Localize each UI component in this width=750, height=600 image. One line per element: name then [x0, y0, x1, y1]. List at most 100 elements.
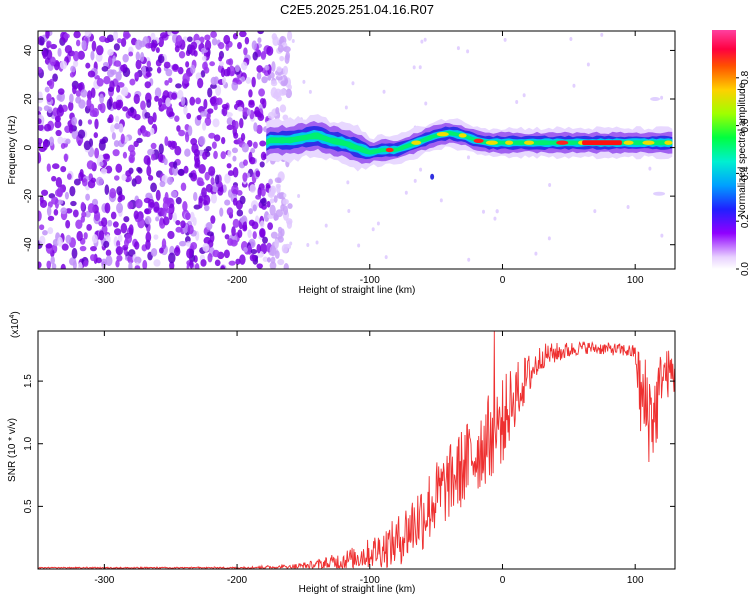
spectrogram-noise-blob [57, 88, 65, 95]
spectrogram-hotspot [473, 138, 484, 143]
spectrogram-noise-blob [262, 256, 269, 262]
colorbar-tick-label: 0.4 [740, 166, 750, 180]
spectrogram-faint-point [466, 155, 470, 160]
spectrogram-noise-blob [196, 114, 202, 121]
spectrogram-noise-blob [239, 31, 247, 38]
spectrogram-noise-blob [212, 118, 220, 128]
spectrogram-noise-blob [249, 156, 256, 165]
spectrogram-noise-blob [86, 90, 93, 101]
snr-x-tick-label: -200 [227, 575, 247, 586]
spectrogram-noise-blob [55, 115, 61, 123]
spectrogram-noise-blob [83, 232, 88, 240]
spectrogram-noise-blob [185, 241, 192, 247]
spectrogram-noise-blob [263, 211, 270, 222]
spectrogram-noise-blob [227, 149, 232, 158]
spectrogram-noise-blob [112, 101, 118, 110]
spectrogram-noise-blob [163, 61, 171, 69]
spectrogram-noise-blob [201, 55, 207, 61]
spectrogram-noise-blob [94, 118, 99, 130]
spectrogram-noise-blob [170, 190, 178, 198]
spectrogram-hotspot [556, 140, 569, 145]
spectrogram-noise-blob [63, 153, 68, 163]
spectrogram-faint-point [600, 32, 604, 37]
spectrogram-noise-blob [217, 42, 225, 50]
spectrogram-noise-blob [280, 80, 288, 87]
spectrogram-noise-blob [71, 116, 78, 126]
spectrogram-noise-blob [106, 98, 112, 110]
spectrogram-noise-blob [155, 47, 160, 54]
spectrogram-noise-blob [68, 257, 77, 266]
spectrogram-noise-blob [204, 34, 211, 41]
spectrogram-noise-blob [75, 96, 82, 104]
spectrogram-faint-point [344, 105, 348, 110]
spectrogram-noise-blob [133, 113, 141, 121]
spectrogram-noise-blob [109, 187, 117, 199]
spectrogram-faint-point [586, 62, 590, 67]
spectrogram-noise-blob [237, 42, 242, 50]
spectrogram-noise-blob [167, 176, 173, 186]
spectrogram-y-tick-label: 20 [23, 93, 34, 105]
spectrogram-noise-blob [90, 254, 96, 262]
spectrogram-noise-blob [222, 76, 227, 86]
spectrogram-noise-blob [168, 111, 175, 117]
snr-x-tick-label: 100 [627, 575, 644, 586]
spectrogram-noise-blob [172, 63, 179, 71]
spectrogram-noise-blob [102, 153, 110, 160]
spectrogram-noise-blob [113, 140, 120, 147]
spectrogram-noise-blob [114, 175, 120, 181]
spectrogram-noise-blob [162, 207, 167, 218]
spectrogram-noise-blob [115, 163, 123, 173]
spectrogram-noise-blob [172, 212, 177, 223]
spectrogram-hotspot [485, 140, 498, 145]
spectrogram-noise-blob [175, 226, 183, 233]
spectrogram-noise-blob [232, 218, 240, 228]
spectrogram-hotspot [505, 140, 514, 145]
spectrogram-noise-blob [87, 179, 96, 189]
spectrogram-noise-blob [134, 256, 142, 264]
spectrogram-faint-point [371, 227, 375, 232]
spectrogram-faint-point [347, 208, 351, 213]
spectrogram-frame [37, 30, 676, 270]
spectrogram-hotspot [664, 140, 673, 145]
colorbar: 0.0 0.2 0.4 0.6 0.8 Normalized spectral ampl… [712, 30, 750, 276]
spectrogram-noise-blob [251, 76, 256, 88]
spectrogram-noise-blob [206, 112, 211, 120]
spectrogram-noise-blob [105, 255, 113, 267]
spectrogram-noise-blob [134, 265, 141, 269]
spectrogram-noise-blob [269, 245, 277, 257]
spectrogram-noise-blob [242, 220, 248, 231]
spectrogram-noise-blob [152, 112, 157, 123]
spectrogram-noise-blob [46, 93, 52, 103]
spectrogram-noise-blob [247, 229, 252, 239]
spectrogram-noise-blob [56, 94, 62, 101]
spectrogram-noise-blob [243, 159, 248, 166]
spectrogram-noise-blob [221, 106, 228, 117]
spectrogram-noise-blob [113, 60, 122, 67]
spectrogram-noise-blob [255, 170, 261, 178]
spectrogram-faint-point [503, 37, 507, 42]
spectrogram-noise-blob [134, 241, 140, 250]
spectrogram-noise-blob [64, 45, 73, 54]
spectrogram-noise-blob [267, 222, 274, 231]
spectrogram-noise-blob [210, 177, 215, 186]
spectrogram-noise-blob [39, 235, 46, 246]
spectrogram-noise-blob [93, 132, 99, 139]
spectrogram-noise-blob [141, 65, 146, 76]
spectrogram-noise-blob [237, 229, 243, 239]
spectrogram-noise-blob [231, 226, 236, 237]
spectrogram-faint-point [412, 65, 416, 70]
spectrogram-noise-blob [77, 129, 86, 139]
spectrogram-noise-blob [205, 145, 212, 152]
spectrogram-noise-blob [176, 125, 181, 132]
spectrogram-noise-blob [78, 262, 83, 269]
spectrogram-noise-blob [248, 208, 254, 215]
colorbar-gradient [712, 30, 736, 269]
spectrogram-noise-blob [103, 76, 111, 85]
spectrogram-noise-blob [231, 184, 239, 195]
spectrogram-noise-blob [193, 191, 198, 202]
spectrogram-noise-blob [102, 61, 110, 68]
spectrogram-noise-blob [122, 106, 129, 112]
spectrogram-noise-blob [140, 52, 145, 62]
